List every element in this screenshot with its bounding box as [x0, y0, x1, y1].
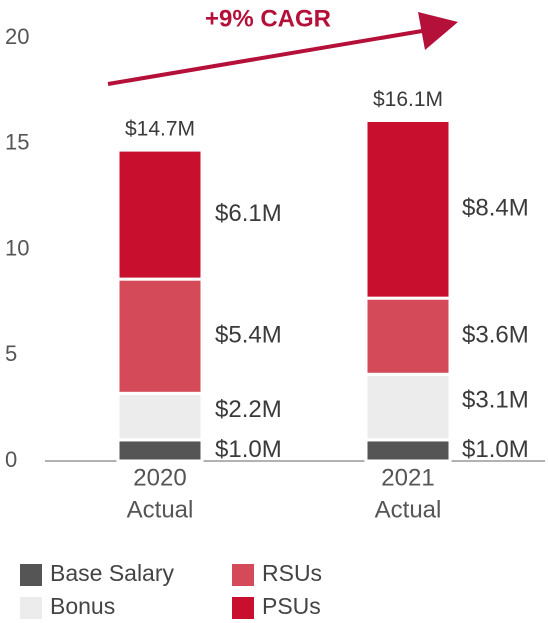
legend-swatch [20, 564, 42, 586]
bar-segment [116, 438, 204, 463]
bar-segment [116, 148, 204, 281]
y-tick-label: 10 [5, 235, 29, 260]
y-tick-label: 20 [5, 24, 29, 49]
legend-label: Base Salary [50, 560, 175, 586]
value-label: $2.2M [215, 396, 282, 423]
value-label: $6.1M [215, 200, 282, 227]
x-tick-label: Actual [127, 496, 194, 523]
cagr-arrowhead [418, 12, 458, 50]
legend-label: RSUs [262, 560, 322, 586]
value-label: $1.0M [215, 436, 282, 463]
x-tick-label: 2021 [381, 464, 434, 491]
total-label: $14.7M [125, 118, 195, 141]
y-tick-label: 15 [5, 130, 29, 155]
value-label: $5.4M [215, 322, 282, 349]
bar-segment [364, 118, 452, 300]
total-label: $16.1M [373, 88, 443, 111]
value-label: $8.4M [462, 195, 529, 222]
legend-swatch [232, 597, 254, 619]
value-label: $3.6M [462, 322, 529, 349]
y-tick-label: 5 [5, 341, 17, 366]
x-tick-label: 2020 [133, 464, 186, 491]
legend-label: Bonus [50, 593, 115, 619]
cagr-arrow [107, 28, 429, 86]
legend-swatch [232, 564, 254, 586]
legend-swatch [20, 597, 42, 619]
legend-label: PSUs [262, 593, 321, 619]
bar-segment [364, 296, 452, 376]
bar-segment [364, 438, 452, 463]
bar-segment [116, 391, 204, 442]
bar-segment [364, 372, 452, 442]
value-label: $1.0M [462, 436, 529, 463]
annotation: +9% CAGR [205, 5, 331, 32]
x-tick-label: Actual [375, 496, 442, 523]
value-label: $3.1M [462, 386, 529, 413]
bar-segment [116, 277, 204, 395]
y-tick-label: 0 [5, 447, 17, 472]
